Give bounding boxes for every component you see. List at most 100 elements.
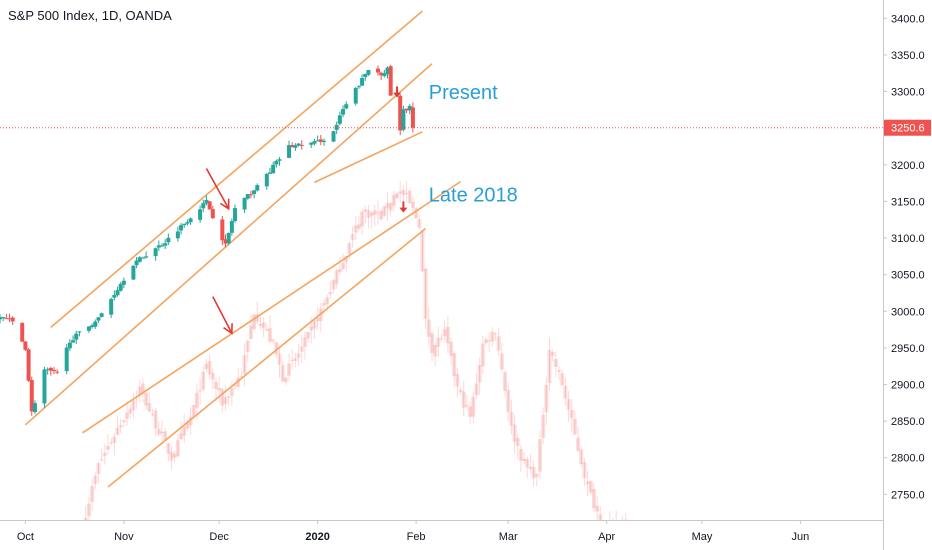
candle-body xyxy=(242,355,247,374)
candle-body xyxy=(64,347,69,372)
candle xyxy=(426,307,431,348)
candle xyxy=(191,404,196,419)
candle-body xyxy=(395,193,400,199)
candle-body xyxy=(353,88,358,104)
candle-body xyxy=(563,385,568,399)
candle xyxy=(236,368,241,391)
candle xyxy=(588,480,593,495)
candle xyxy=(518,444,523,472)
candle xyxy=(582,458,587,487)
candle xyxy=(140,256,145,259)
candle-body xyxy=(531,466,536,479)
candle xyxy=(213,377,218,402)
candle-body xyxy=(468,406,473,417)
candle xyxy=(417,214,422,231)
candle-body xyxy=(150,414,155,416)
time-axis[interactable]: Oct Nov Dec 2020 Feb Mar Apr May Jun xyxy=(0,520,883,550)
candle xyxy=(271,161,276,174)
candle xyxy=(534,473,539,487)
candle-body xyxy=(302,337,307,347)
arrow-head xyxy=(219,198,230,211)
candle-body xyxy=(344,104,349,109)
candle-body xyxy=(90,486,95,502)
candle-body xyxy=(229,221,234,233)
candle-body xyxy=(112,436,117,443)
candle xyxy=(121,277,126,289)
candle xyxy=(522,451,527,465)
late2018-channel-lower xyxy=(107,227,427,488)
candle-body xyxy=(156,428,161,435)
candle-body xyxy=(267,328,272,342)
candle xyxy=(477,357,482,395)
candle-body xyxy=(179,433,184,440)
candle-body xyxy=(163,431,168,441)
candle xyxy=(137,379,142,403)
price-axis[interactable]: 3400.03350.03300.03250.03200.03150.03100… xyxy=(883,0,932,550)
candle xyxy=(452,351,457,388)
candle xyxy=(229,218,234,236)
candle xyxy=(74,330,79,345)
candle-body xyxy=(309,142,314,145)
candle xyxy=(436,326,441,358)
candle xyxy=(159,419,164,445)
candle xyxy=(283,376,288,386)
candle xyxy=(420,229,425,272)
candle xyxy=(375,65,380,76)
candle xyxy=(220,387,225,413)
candle-body xyxy=(369,212,374,216)
candle xyxy=(64,344,69,375)
candle xyxy=(528,454,533,473)
time-tick-label: Nov xyxy=(114,531,134,543)
candle xyxy=(71,335,76,343)
candle xyxy=(306,330,311,343)
candle-body xyxy=(588,481,593,493)
time-tick-label: Mar xyxy=(499,531,518,543)
candle-body xyxy=(105,445,110,450)
candle xyxy=(267,167,272,174)
candle-body xyxy=(283,377,288,383)
candle-body xyxy=(96,317,101,321)
candle xyxy=(204,358,209,373)
candle xyxy=(131,393,136,419)
candle xyxy=(385,66,390,79)
candle xyxy=(20,322,25,343)
candle-body xyxy=(32,403,37,413)
candle-body xyxy=(23,341,28,350)
present-candles xyxy=(0,64,415,416)
candle xyxy=(569,398,574,432)
candle xyxy=(493,332,498,341)
candle-body xyxy=(159,431,164,434)
candle xyxy=(388,64,393,96)
arrow-present-jan xyxy=(393,86,402,98)
candle-body xyxy=(595,505,600,512)
candle xyxy=(109,297,114,319)
candle-body xyxy=(255,314,260,322)
candle-body xyxy=(140,383,145,394)
candle-body xyxy=(572,419,577,435)
candle xyxy=(4,313,9,320)
candle-body xyxy=(534,474,539,477)
candle xyxy=(318,302,323,333)
candle-body xyxy=(483,339,488,344)
candle xyxy=(363,73,368,81)
candle xyxy=(245,194,250,200)
candle xyxy=(267,315,272,344)
arrow-late2018-dec xyxy=(212,296,233,335)
candle-body xyxy=(252,315,257,329)
candle-body xyxy=(229,387,234,396)
candle-body xyxy=(579,449,584,465)
candle xyxy=(115,286,120,297)
candle-body xyxy=(382,73,387,77)
candle-body xyxy=(7,318,12,320)
candle-body xyxy=(464,405,469,407)
candle xyxy=(544,376,549,426)
candle-body xyxy=(331,131,336,142)
candle-body xyxy=(299,144,304,146)
candle-body xyxy=(188,416,193,426)
candle-body xyxy=(356,86,361,88)
candle-body xyxy=(401,109,406,130)
candle xyxy=(414,206,419,220)
candle-body xyxy=(166,443,171,454)
